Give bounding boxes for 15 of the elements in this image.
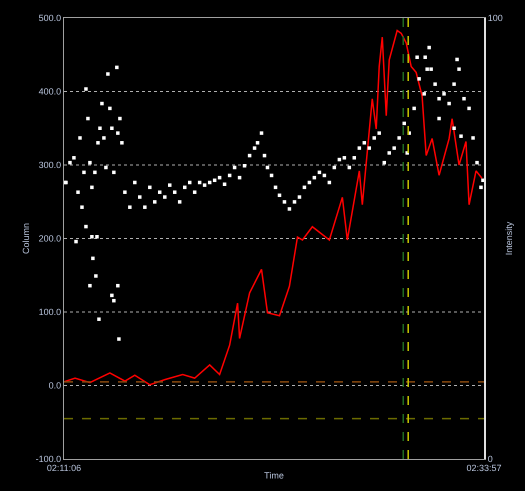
y-tick-label: 500.0	[38, 13, 62, 24]
y2-axis-title: Intensity	[504, 221, 514, 256]
y-tick-label: 300.0	[38, 160, 62, 170]
y-axis-title: Column	[21, 222, 32, 254]
line-series	[64, 30, 483, 386]
x-tick-label: 02:33:57	[466, 462, 502, 473]
y-tick-label: 0.0	[48, 380, 62, 391]
x-axis-title: Time	[264, 470, 284, 481]
x-tick-label: 02:11:06	[46, 462, 82, 473]
y-tick-label: 400.0	[38, 86, 62, 97]
y-tick-label: 100.0	[38, 307, 62, 318]
y-tick-label: -100.0	[36, 454, 62, 464]
y-tick-label: 200.0	[38, 234, 62, 244]
y2-tick-label: 100	[488, 13, 503, 24]
y2-tick-label: 0	[488, 454, 493, 464]
